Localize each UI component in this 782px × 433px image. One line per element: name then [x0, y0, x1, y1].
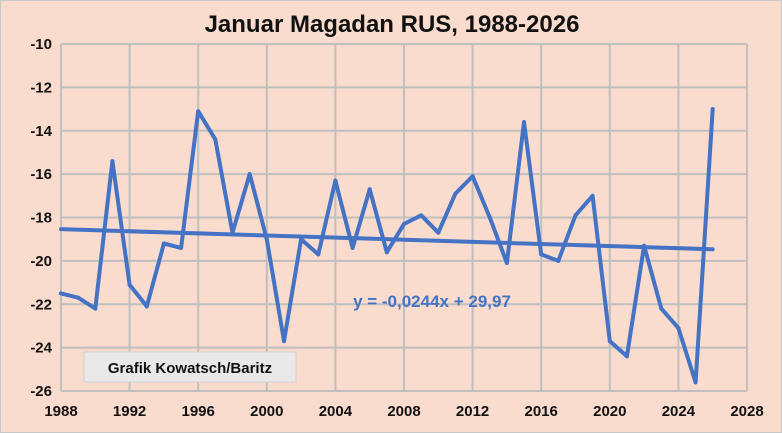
- x-tick-label: 2016: [525, 403, 558, 420]
- data-point: [642, 243, 647, 248]
- data-point: [607, 339, 612, 344]
- y-tick-label: -18: [30, 210, 52, 227]
- data-point: [59, 291, 63, 296]
- data-point: [264, 237, 269, 242]
- series-layer: [59, 107, 715, 385]
- y-tick-label: -26: [30, 383, 52, 400]
- credit-label: Grafik Kowatsch/Baritz: [108, 360, 272, 377]
- data-point: [659, 306, 664, 311]
- data-point: [556, 258, 561, 263]
- data-point: [76, 295, 81, 300]
- data-point: [590, 193, 595, 198]
- data-point: [384, 250, 389, 255]
- data-point: [504, 261, 509, 266]
- data-point: [676, 326, 681, 331]
- data-point: [110, 159, 115, 164]
- x-tick-label: 2012: [456, 403, 489, 420]
- data-point: [144, 304, 149, 309]
- data-point: [196, 109, 201, 114]
- x-tick-label: 1992: [113, 403, 146, 420]
- data-point: [367, 187, 372, 192]
- data-point: [161, 241, 166, 246]
- data-point: [213, 137, 218, 142]
- trendline-equation: y = -0,0244x + 29,97: [353, 292, 511, 311]
- data-point: [299, 237, 304, 242]
- x-tick-label: 2004: [319, 403, 353, 420]
- data-point: [710, 107, 715, 112]
- y-tick-label: -24: [30, 340, 52, 357]
- data-point: [350, 245, 355, 250]
- data-point: [179, 245, 184, 250]
- data-point: [281, 339, 286, 344]
- x-tick-label: 2008: [387, 403, 420, 420]
- data-point: [419, 213, 424, 218]
- y-tick-label: -20: [30, 253, 52, 270]
- x-tick-label: 2028: [730, 403, 763, 420]
- data-point: [402, 222, 406, 227]
- data-point: [333, 178, 338, 183]
- y-tick-label: -10: [30, 36, 52, 53]
- axis-labels: -10 -12 -14 -16 -18 -20 -22 -24 -26 1988 1992 1996 2…: [30, 36, 763, 420]
- data-point: [470, 174, 475, 179]
- y-tick-label: -16: [30, 166, 52, 183]
- x-tick-label: 2024: [662, 403, 696, 420]
- data-point: [93, 306, 98, 311]
- grid: [60, 43, 748, 392]
- chart-title: Januar Magadan RUS, 1988-2026: [205, 11, 580, 38]
- data-point: [230, 230, 235, 235]
- data-point: [316, 252, 321, 257]
- y-tick-label: -12: [30, 79, 52, 96]
- credit-box-background: [83, 351, 297, 383]
- data-point: [453, 191, 458, 196]
- data-point: [127, 282, 132, 287]
- x-tick-label: 1988: [44, 403, 77, 420]
- data-point: [436, 230, 441, 235]
- data-point: [693, 380, 698, 385]
- trendline: [59, 227, 715, 252]
- credit-annotation: Grafik Kowatsch/Baritz: [83, 351, 297, 383]
- data-point: [573, 213, 578, 218]
- data-point: [539, 252, 544, 257]
- data-point: [624, 354, 629, 359]
- y-tick-label: -22: [30, 296, 52, 313]
- x-tick-label: 2020: [593, 403, 626, 420]
- data-point: [247, 172, 252, 177]
- y-tick-label: -14: [30, 123, 52, 140]
- data-point: [522, 120, 527, 125]
- data-point: [487, 215, 492, 220]
- x-tick-label: 2000: [250, 403, 283, 420]
- x-tick-label: 1996: [182, 403, 215, 420]
